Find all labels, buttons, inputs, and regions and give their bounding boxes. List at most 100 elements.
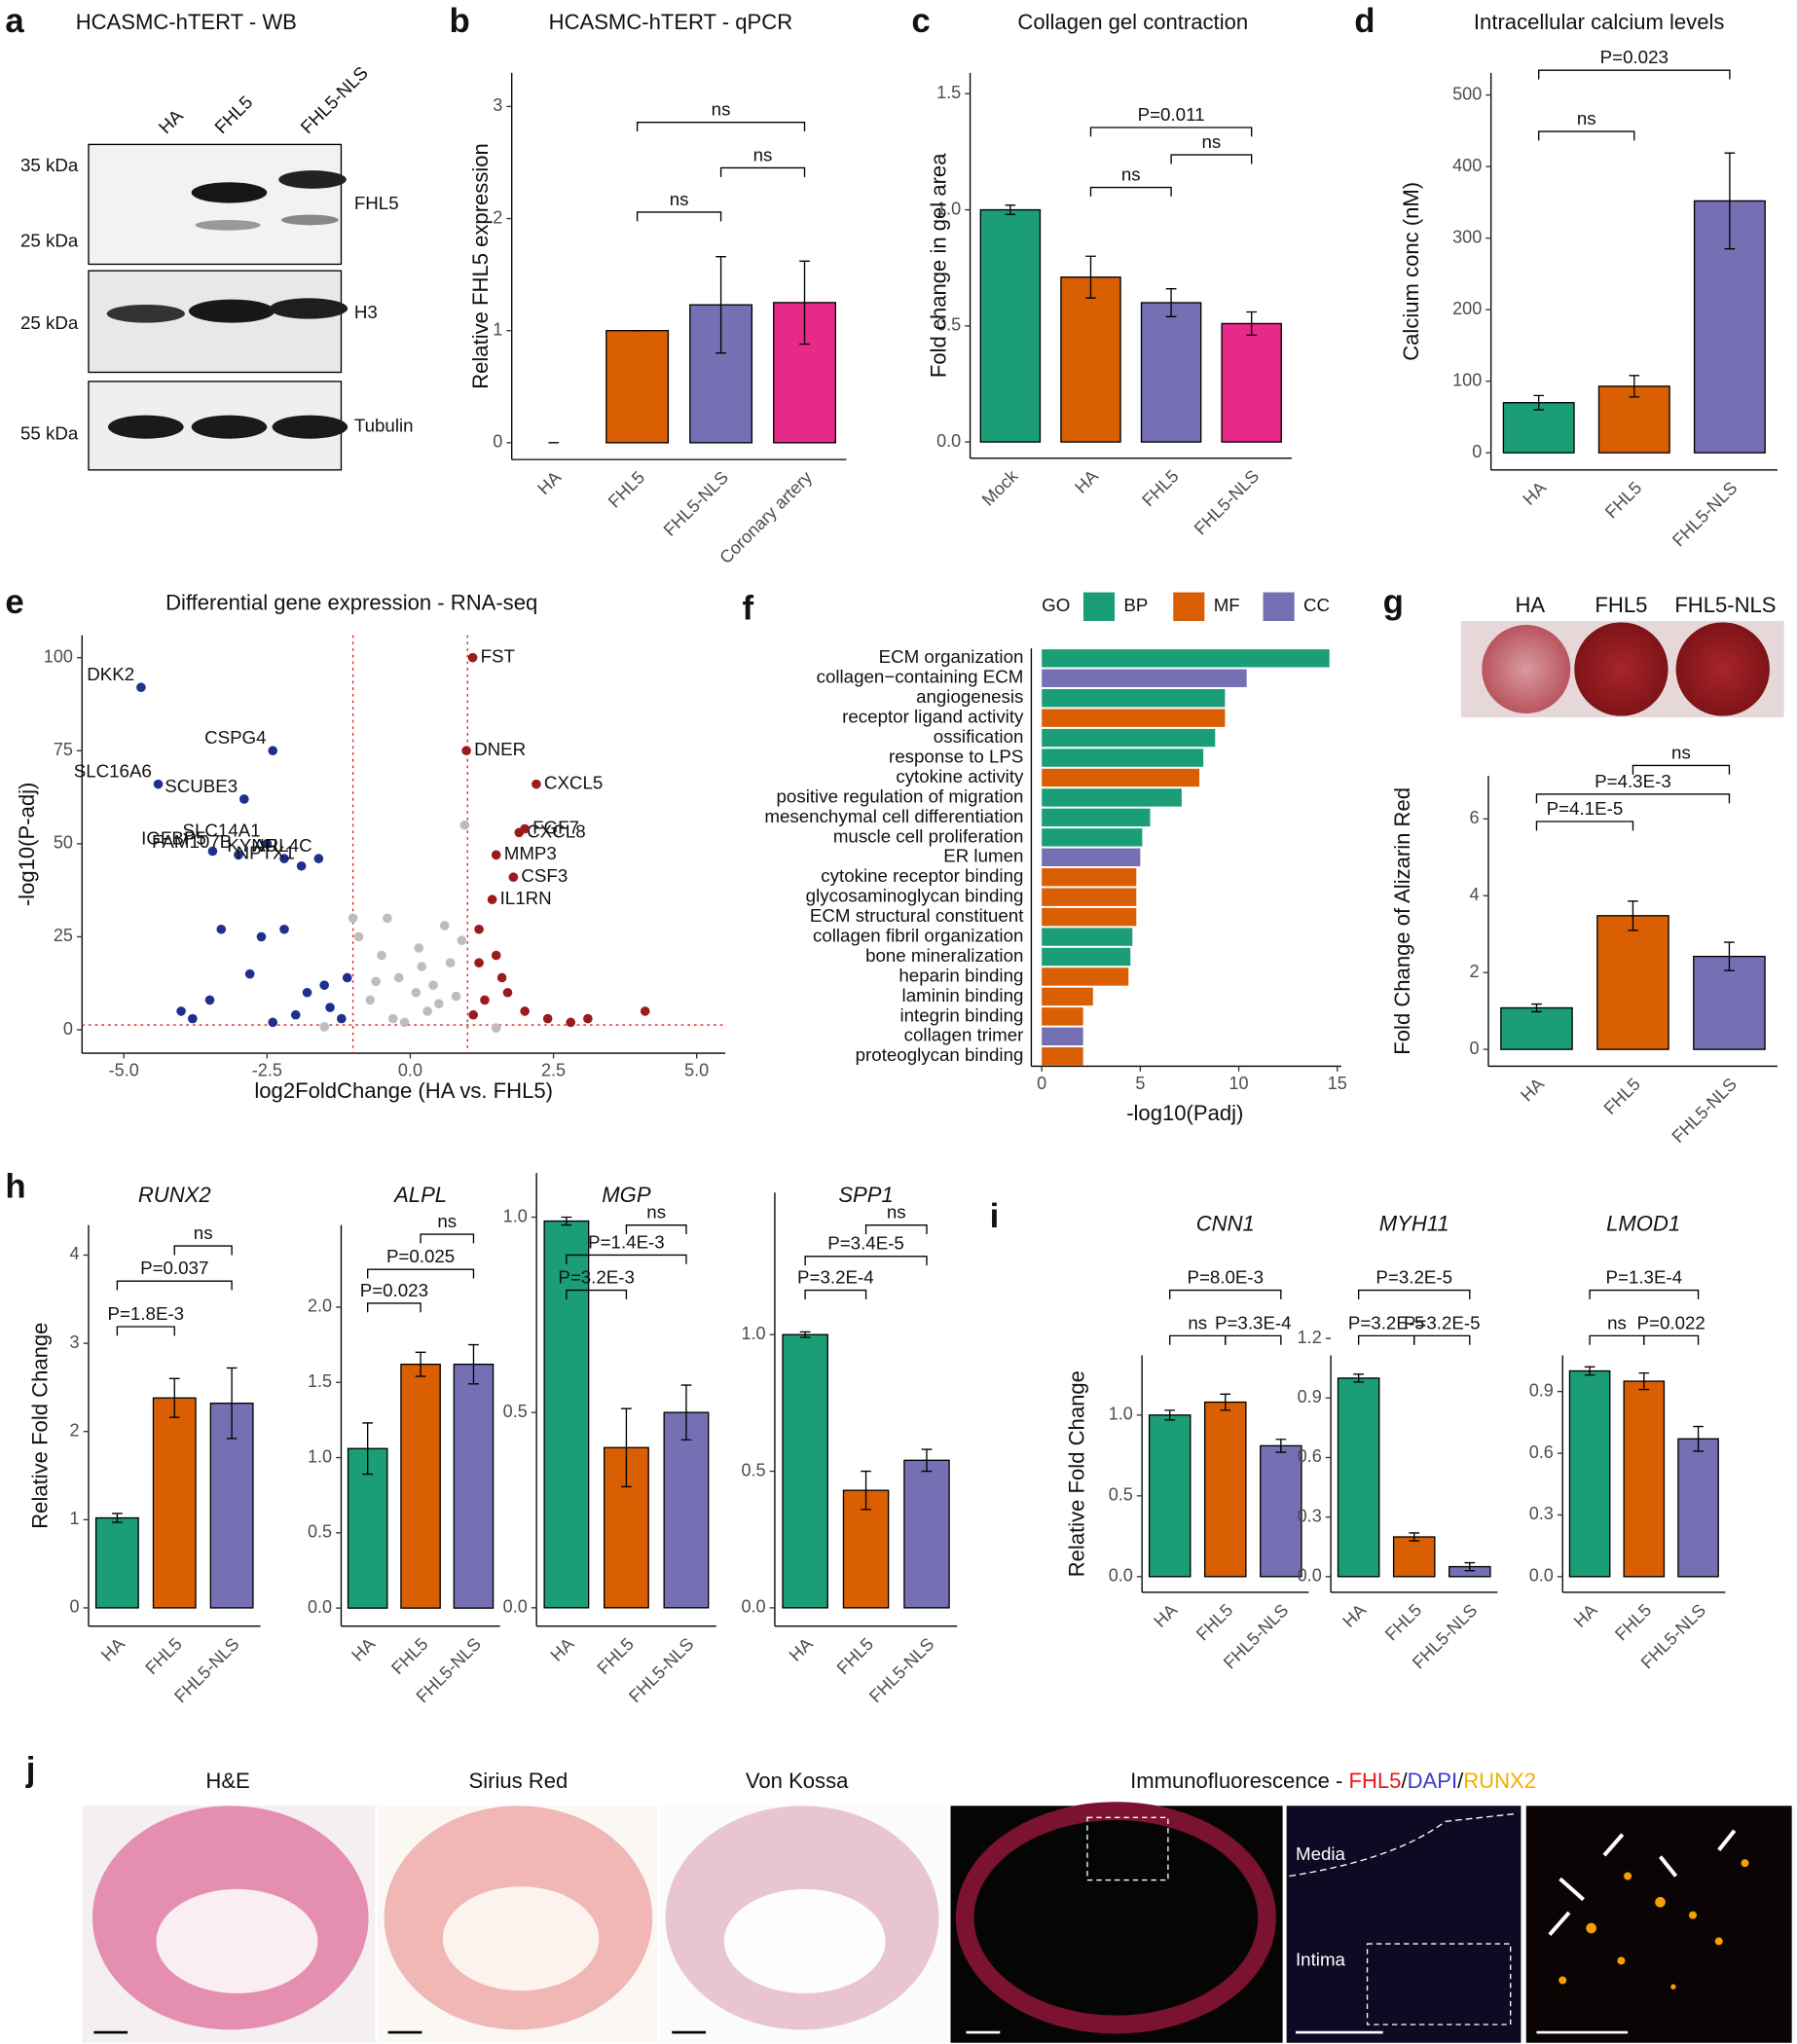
y-tick-label: 1.0 [741, 1324, 765, 1343]
y-tick-label: 0.3 [1529, 1504, 1554, 1523]
significance-bracket [173, 1245, 233, 1256]
point [313, 854, 324, 863]
y-tick-label: 0.9 [1298, 1387, 1322, 1406]
point [434, 999, 444, 1009]
significance-label: ns [194, 1223, 213, 1243]
alizarin-wells [1460, 620, 1784, 717]
bar [1042, 669, 1247, 687]
error-bar [1409, 1532, 1420, 1542]
panel-title: MGP [602, 1183, 651, 1207]
error-bar [168, 1377, 180, 1418]
category-label: ossification [934, 726, 1024, 747]
point [207, 846, 218, 857]
point [348, 913, 358, 924]
x-tick-label: HA [1570, 1600, 1601, 1631]
x-tick-label: FHL5-NLS [660, 467, 732, 539]
bar [1203, 1401, 1247, 1578]
error-bar [1353, 1373, 1364, 1383]
significance-label: ns [1201, 131, 1221, 152]
y-tick-label: 0.0 [308, 1597, 332, 1617]
significance-label: P=0.025 [386, 1246, 455, 1266]
band [278, 170, 347, 189]
point [325, 1003, 335, 1012]
point [244, 968, 255, 979]
bar [1148, 1414, 1192, 1578]
x-tick-label: 15 [1328, 1074, 1347, 1093]
y-tick-label: 0.0 [1109, 1566, 1133, 1586]
bar [543, 1220, 590, 1609]
significance-bracket [566, 1289, 628, 1299]
y-axis-label: Relative FHL5 expression [468, 143, 493, 389]
bar [782, 1333, 828, 1609]
bar [1568, 1369, 1611, 1578]
category-label: glycosaminoglycan binding [806, 886, 1024, 906]
point [520, 823, 530, 834]
bar [453, 1364, 495, 1609]
point [640, 1006, 650, 1016]
category-label: collagen fibril organization [813, 926, 1023, 946]
bar [400, 1364, 441, 1609]
significance-bracket [1225, 1334, 1282, 1345]
category-label: integrin binding [899, 1004, 1023, 1025]
x-tick-label: FHL5 [1381, 1600, 1425, 1644]
significance-label: P=3.2E-5 [1404, 1312, 1481, 1332]
panel-letter: d [1354, 3, 1375, 40]
histology: H&E Sirius Red Von Kossa Immunofluoresce… [82, 1769, 1792, 2043]
legend-swatch [1173, 592, 1205, 621]
error-bar [112, 1513, 123, 1523]
panel-letter: a [5, 3, 24, 40]
y-tick-label: 0.5 [1109, 1485, 1133, 1505]
point [216, 924, 227, 934]
point [342, 972, 352, 983]
error-bar [1693, 1425, 1704, 1452]
band [191, 415, 268, 439]
significance-bracket [116, 1280, 233, 1291]
bar [605, 330, 670, 444]
gene-label: MMP3 [504, 843, 557, 863]
point [520, 1006, 530, 1016]
gene-label: FGF7 [532, 817, 579, 837]
significance-bracket [1535, 821, 1634, 831]
y-tick-label: 0.5 [503, 1402, 528, 1421]
point [566, 1017, 576, 1028]
x-tick-label: 2.5 [541, 1061, 566, 1080]
gene-label: NPTX1 [237, 843, 295, 863]
x-tick-label: FHL5 [387, 1634, 431, 1678]
point [411, 987, 422, 998]
band [108, 415, 184, 439]
band [272, 415, 348, 439]
y-tick-label: 1.5 [308, 1371, 332, 1391]
significance-bracket [1589, 1334, 1645, 1345]
significance-label: ns [437, 1211, 457, 1231]
significance-bracket [1169, 1289, 1282, 1299]
point [153, 779, 164, 789]
panel-letter: e [5, 584, 23, 621]
y-tick-label: 1 [493, 319, 502, 339]
bar [1260, 1444, 1302, 1578]
lumen [156, 1888, 318, 1993]
error-bar [799, 1331, 811, 1338]
category-label: cytokine receptor binding [821, 865, 1023, 886]
x-tick-label: HA [786, 1634, 817, 1665]
legend-swatch [1263, 592, 1295, 621]
y-tick-label: 1.0 [308, 1446, 332, 1466]
well-label: FHL5 [1595, 593, 1647, 617]
error-bar [561, 1216, 572, 1226]
significance-label: ns [1671, 742, 1691, 762]
y-tick-label: 0 [1470, 1039, 1480, 1058]
y-axis-label: -log10(P-adj) [15, 783, 39, 907]
significance-label: P=4.1E-5 [1547, 798, 1624, 819]
legend-swatch [1082, 592, 1116, 621]
point [459, 820, 470, 830]
zoom-box [1366, 1943, 1512, 2026]
y-tick-label: 0.3 [1298, 1506, 1322, 1525]
point [491, 950, 501, 961]
category-label: collagen−containing ECM [817, 667, 1024, 687]
panel-title: CNN1 [1196, 1212, 1255, 1236]
point [445, 958, 456, 968]
x-tick-label: HA [1150, 1600, 1181, 1631]
x-tick-label: FHL5-NLS [865, 1634, 937, 1706]
y-tick-label: 2 [493, 207, 502, 227]
point [461, 746, 471, 756]
protein-label: H3 [354, 302, 378, 322]
